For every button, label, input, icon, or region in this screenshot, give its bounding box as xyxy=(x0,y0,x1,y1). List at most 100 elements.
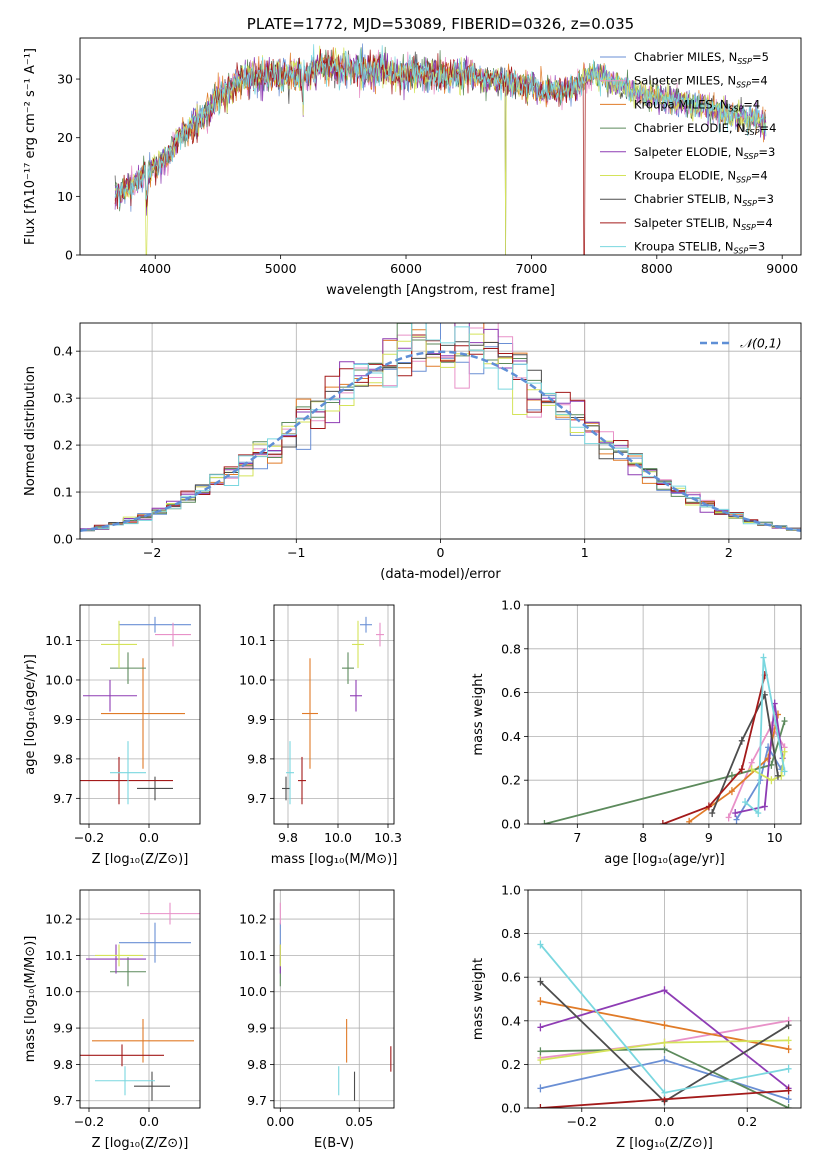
axes-frame xyxy=(79,322,802,540)
legend-subscript: SSP xyxy=(736,176,751,185)
y-tick-label: 0.0 xyxy=(501,1101,521,1116)
legend-entry: Kroupa MILES, NSSP=4 xyxy=(634,97,760,113)
x-axis-label: (data-model)/error xyxy=(380,567,501,582)
y-tick-label: 10 xyxy=(57,189,73,204)
plot-area xyxy=(80,902,200,1101)
errorbar-point-4 xyxy=(110,652,146,684)
errorbar-point-4 xyxy=(342,652,354,684)
x-tick-label: 1 xyxy=(581,545,589,560)
errorbar-point-2 xyxy=(140,902,200,925)
x-tick-label: 0.0 xyxy=(139,830,159,845)
errorbar-point-6 xyxy=(95,944,143,967)
errorbar-point-3 xyxy=(302,658,318,769)
x-axis-label: Z [log₁₀(Z/Z⊙)] xyxy=(92,1136,189,1151)
y-axis-label: mass weight xyxy=(471,958,486,1040)
errorbar-point-1 xyxy=(119,922,191,963)
y-tick-label: 0.0 xyxy=(53,532,73,547)
y-axis-label: Normed distribution xyxy=(23,366,38,496)
legend-entry: Salpeter ELODIE, NSSP=3 xyxy=(634,145,775,161)
y-tick-label: 0.3 xyxy=(53,391,73,406)
x-tick-label: 9 xyxy=(705,830,713,845)
errorbar-point-9 xyxy=(286,741,294,805)
x-tick-label: 7 xyxy=(573,830,581,845)
legend-entry: Salpeter STELIB, NSSP=4 xyxy=(634,216,773,232)
y-tick-label: 0.4 xyxy=(501,1013,521,1028)
legend-subscript: SSP xyxy=(729,104,744,113)
y-tick-label: 0.4 xyxy=(501,729,521,744)
y-tick-label: 9.7 xyxy=(53,1093,73,1108)
y-tick-label: 0.2 xyxy=(53,438,73,453)
x-tick-label: −0.2 xyxy=(74,830,104,845)
y-tick-label: 30 xyxy=(57,72,73,87)
y-tick-label: 9.8 xyxy=(247,1057,267,1072)
x-tick-label: 10.0 xyxy=(324,830,352,845)
plot-area xyxy=(537,940,792,1108)
y-tick-label: 0.6 xyxy=(501,970,521,985)
panel-mass_vs_Z: −0.2 0.0 9.7 9.8 9.9 10.0 10.1 10.2 Z [log₁₀(Z/Z… xyxy=(23,889,201,1151)
errorbar-point-9 xyxy=(110,741,146,805)
legend-nssp: =5 xyxy=(752,50,769,64)
plot-area xyxy=(114,43,767,255)
x-tick-label: 2 xyxy=(725,545,733,560)
spectrum-line-4 xyxy=(114,46,767,212)
legend-subscript: SSP xyxy=(737,57,752,66)
x-axis-label: mass [log₁₀(M/M⊙)] xyxy=(271,852,398,867)
y-tick-label: 9.9 xyxy=(247,712,267,727)
x-tick-label: −2 xyxy=(143,545,161,560)
errorbar-point-1 xyxy=(360,616,372,633)
y-tick-label: 9.7 xyxy=(247,791,267,806)
y-axis-label: mass weight xyxy=(471,673,486,755)
y-tick-label: 0.2 xyxy=(501,1057,521,1072)
errorbar-point-2 xyxy=(155,622,191,647)
errorbar-point-2 xyxy=(376,622,384,647)
x-axis-label: E(B-V) xyxy=(314,1136,354,1151)
legend-entry: Chabrier MILES, NSSP=5 xyxy=(634,50,769,66)
errorbar-point-5 xyxy=(86,944,146,974)
errorbar-point-3 xyxy=(101,658,185,769)
y-tick-label: 20 xyxy=(57,130,73,145)
histogram-6 xyxy=(80,333,801,531)
y-tick-label: 9.9 xyxy=(247,1021,267,1036)
axes-frame xyxy=(79,889,201,1109)
panel-age_vs_mass: 9.8 10.0 10.3 9.7 9.8 9.9 10.0 10.1 mass [log₁₀(… xyxy=(239,604,402,867)
y-tick-label: 10.0 xyxy=(239,984,267,999)
legend-nssp: =4 xyxy=(756,216,773,230)
legend-entry: Chabrier STELIB, NSSP=3 xyxy=(634,192,774,208)
errorbar-point-5 xyxy=(83,679,137,712)
axes-frame xyxy=(79,37,802,256)
errorbar-point-4 xyxy=(110,957,146,987)
x-tick-label: 0.00 xyxy=(266,1114,294,1129)
y-tick-label: 10.0 xyxy=(45,672,73,687)
x-tick-label: −0.2 xyxy=(567,1114,597,1129)
x-axis-label: Z [log₁₀(Z/Z⊙)] xyxy=(92,852,189,867)
y-tick-label: 0.0 xyxy=(501,817,521,832)
axes-frame xyxy=(79,604,201,825)
weight-line-9 xyxy=(744,657,786,815)
errorbar-point-8 xyxy=(80,756,173,805)
x-tick-label: 8000 xyxy=(641,261,673,276)
y-axis-label: mass [log₁₀(M/M⊙)] xyxy=(23,936,38,1063)
x-tick-label: 0.05 xyxy=(345,1114,373,1129)
errorbar-point-1 xyxy=(119,616,191,633)
x-tick-label: 8 xyxy=(639,830,647,845)
plot-area xyxy=(541,653,788,824)
errorbar-point-5 xyxy=(350,679,362,712)
legend-entry: Salpeter MILES, NSSP=4 xyxy=(634,74,768,90)
x-axis-label: wavelength [Angstrom, rest frame] xyxy=(326,283,555,298)
legend-series-name: Chabrier MILES, N xyxy=(634,50,737,64)
legend-series-name: Chabrier STELIB, N xyxy=(634,192,742,206)
legend-entry: Chabrier ELODIE, NSSP=4 xyxy=(634,121,776,137)
legend-entry: Kroupa ELODIE, NSSP=4 xyxy=(634,169,768,185)
x-tick-label: 7000 xyxy=(516,261,548,276)
y-tick-label: 0.6 xyxy=(501,685,521,700)
plot-area xyxy=(279,902,392,1101)
legend-subscript: SSP xyxy=(734,247,749,256)
normal-curve xyxy=(80,350,801,533)
weight-line-7 xyxy=(711,691,779,814)
legend-nssp: =3 xyxy=(758,145,775,159)
legend-series-name: Salpeter MILES, N xyxy=(634,74,736,88)
errorbar-point-8 xyxy=(80,1044,164,1067)
legend-series-name: Kroupa MILES, N xyxy=(634,97,729,111)
y-tick-label: 0.8 xyxy=(501,641,521,656)
